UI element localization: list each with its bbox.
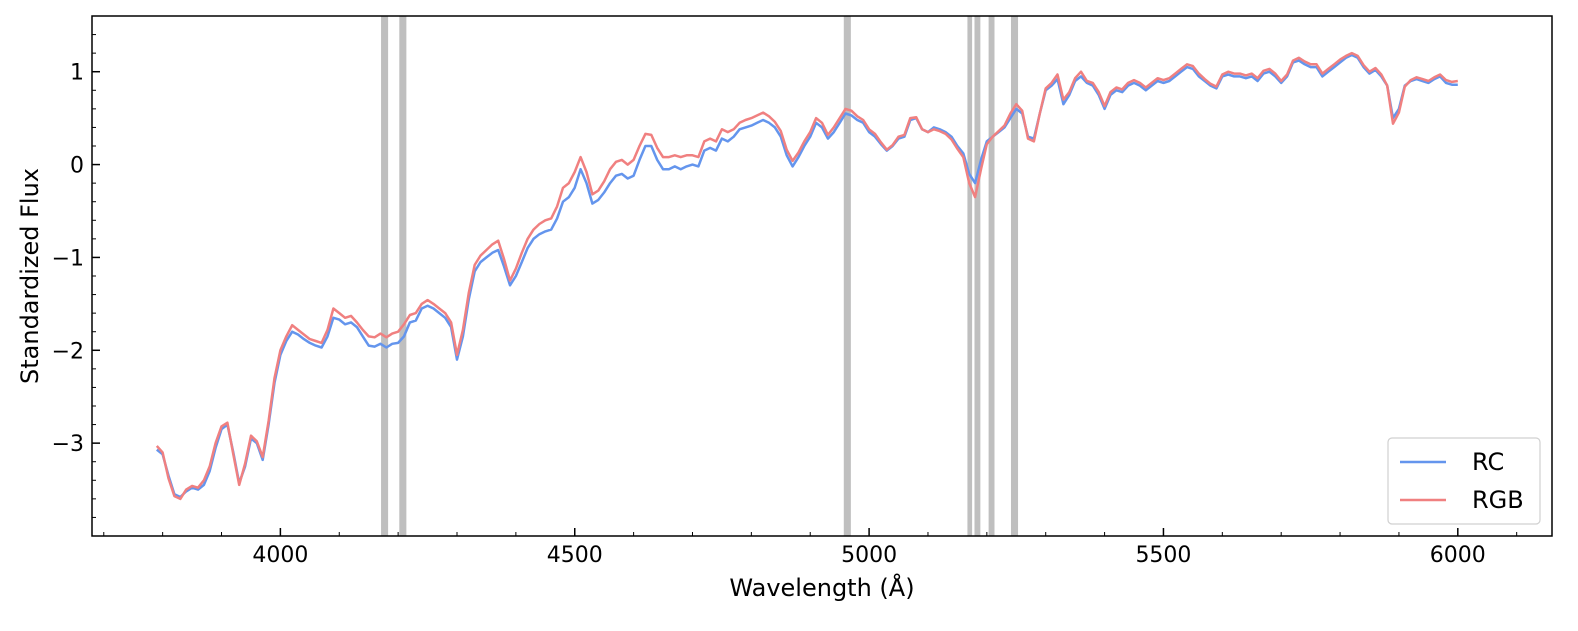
y-axis-ticks: −3 −2 −1 0 1: [52, 61, 100, 457]
shaded-band-2: [843, 16, 851, 536]
x-axis-label: Wavelength (Å): [729, 573, 914, 602]
shaded-band-0: [381, 16, 389, 536]
legend: RC RGB: [1387, 437, 1541, 525]
y-axis-label: Standardized Flux: [16, 168, 44, 384]
series-line-rgb: [155, 51, 1458, 501]
shaded-band-1: [399, 16, 407, 536]
x-tick-label: 6000: [1430, 543, 1486, 568]
x-tick-label: 5500: [1135, 543, 1191, 568]
x-axis-ticks: 4000 4500 5000 5500 6000: [252, 528, 1486, 568]
x-tick-label: 4500: [547, 543, 603, 568]
x-tick-label: 4000: [252, 543, 308, 568]
legend-box: [1387, 437, 1541, 525]
y-tick-label: −3: [52, 432, 84, 457]
legend-label-rgb: RGB: [1472, 486, 1524, 514]
minor-ticks: [92, 15, 1518, 536]
y-tick-label: 0: [70, 154, 84, 179]
shaded-bands: [381, 16, 1019, 536]
shaded-band-4: [974, 16, 981, 536]
y-tick-label: −1: [52, 246, 84, 271]
legend-label-rc: RC: [1472, 448, 1504, 476]
shaded-band-3: [967, 16, 973, 536]
shaded-band-6: [1010, 16, 1019, 536]
shaded-band-5: [988, 16, 995, 536]
y-tick-label: 1: [70, 61, 84, 86]
y-tick-label: −2: [52, 339, 84, 364]
series-lines: [155, 51, 1458, 501]
x-tick-label: 5000: [841, 543, 897, 568]
plot-frame: [91, 15, 1553, 537]
series-line-rc: [156, 53, 1458, 499]
